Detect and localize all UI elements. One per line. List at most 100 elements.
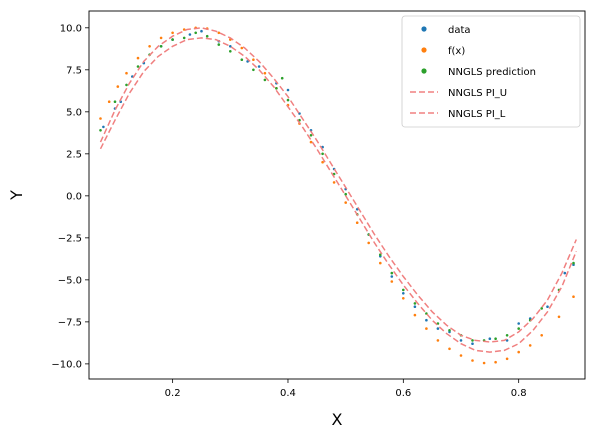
x-axis-title: X (332, 410, 343, 429)
data-point-1 (402, 297, 405, 300)
data-point-1 (344, 201, 348, 204)
data-point-1 (182, 28, 186, 31)
data-point-1 (355, 221, 359, 224)
data-point-1 (505, 357, 509, 361)
data-point-2 (275, 87, 278, 90)
data-point-1 (240, 46, 244, 50)
data-point-1 (482, 361, 486, 365)
data-point-0 (413, 305, 417, 309)
y-axis-title: Y (7, 190, 26, 201)
legend-box (401, 15, 581, 128)
data-point-1 (528, 344, 532, 347)
data-point-2 (309, 134, 313, 137)
data-point-2 (136, 65, 140, 68)
data-point-1 (367, 241, 371, 245)
data-point-2 (229, 50, 232, 53)
data-point-2 (159, 45, 163, 48)
data-point-2 (402, 288, 405, 292)
data-point-2 (448, 329, 451, 332)
data-point-2 (113, 100, 117, 103)
data-point-2 (379, 253, 382, 256)
data-point-0 (459, 339, 463, 342)
data-point-0 (102, 125, 105, 129)
data-point-1 (540, 334, 543, 337)
data-point-2 (217, 43, 221, 46)
x-tick-label: 0.8 (511, 388, 527, 399)
y-tick-label: 10.0 (60, 23, 82, 34)
data-point-1 (217, 31, 221, 35)
legend-marker-swatch (421, 68, 427, 74)
legend-label: NNGLS prediction (448, 67, 536, 78)
y-tick-label: −7.5 (58, 317, 82, 328)
data-point-1 (517, 350, 520, 354)
data-point-1 (572, 295, 575, 299)
legend-label: f(x) (448, 46, 465, 57)
legend-marker-swatch (421, 47, 427, 53)
data-point-0 (436, 327, 440, 330)
data-point-1 (263, 71, 267, 75)
data-point-0 (246, 60, 249, 63)
y-tick-label: −10.0 (51, 359, 82, 370)
data-point-0 (402, 292, 405, 295)
legend: data f(x) NNGLS prediction NNGLS PI_U NNGLS … (401, 15, 581, 128)
data-point-2 (182, 36, 186, 40)
legend-label: data (448, 25, 471, 36)
data-point-2 (540, 307, 543, 310)
data-point-2 (280, 76, 284, 80)
data-point-0 (563, 271, 567, 275)
data-point-1 (99, 117, 102, 120)
data-point-2 (125, 83, 128, 87)
data-point-1 (159, 36, 163, 40)
data-point-1 (321, 160, 324, 164)
x-tick-label: 0.6 (395, 388, 411, 399)
data-point-2 (205, 34, 209, 38)
data-point-1 (332, 181, 336, 184)
plot-frame (88, 10, 586, 380)
data-point-2 (252, 68, 255, 72)
data-point-2 (263, 78, 267, 82)
plot-area (99, 26, 577, 365)
series-line-3 (99, 27, 577, 343)
legend-label: NNGLS PI_U (448, 88, 507, 99)
data-point-2 (240, 58, 244, 61)
data-point-2 (505, 334, 509, 337)
data-point-2 (321, 152, 324, 156)
data-point-2 (194, 31, 197, 35)
data-point-1 (379, 261, 382, 265)
data-point-1 (471, 359, 474, 362)
data-point-1 (252, 58, 255, 61)
legend-marker-swatch (421, 26, 427, 32)
y-tick-label: −2.5 (58, 233, 82, 244)
data-point-0 (517, 322, 520, 325)
data-point-1 (107, 100, 111, 103)
data-point-1 (494, 360, 497, 364)
data-point-1 (413, 313, 417, 317)
data-point-2 (572, 261, 575, 265)
y-tick-label: 5.0 (66, 107, 82, 118)
data-point-1 (125, 71, 128, 75)
data-point-2 (494, 337, 497, 341)
data-point-0 (188, 33, 192, 36)
data-point-1 (557, 315, 561, 319)
data-point-1 (171, 31, 174, 35)
data-point-2 (413, 302, 417, 305)
data-point-1 (425, 327, 428, 330)
data-point-1 (390, 280, 394, 283)
y-tick-label: 7.5 (66, 65, 82, 76)
y-tick-label: 0.0 (66, 191, 82, 202)
data-point-1 (436, 339, 440, 342)
data-point-2 (344, 192, 348, 196)
x-tick-label: 0.4 (280, 388, 296, 399)
data-point-0 (471, 342, 474, 346)
data-point-2 (471, 339, 474, 342)
data-point-2 (171, 38, 174, 41)
data-point-2 (517, 327, 520, 330)
data-point-2 (390, 271, 394, 275)
data-point-0 (257, 65, 261, 68)
series-line-4 (99, 37, 577, 353)
data-point-1 (459, 354, 463, 357)
data-point-1 (448, 347, 451, 351)
data-point-1 (136, 56, 140, 60)
y-tick-label: −5.0 (58, 275, 82, 286)
